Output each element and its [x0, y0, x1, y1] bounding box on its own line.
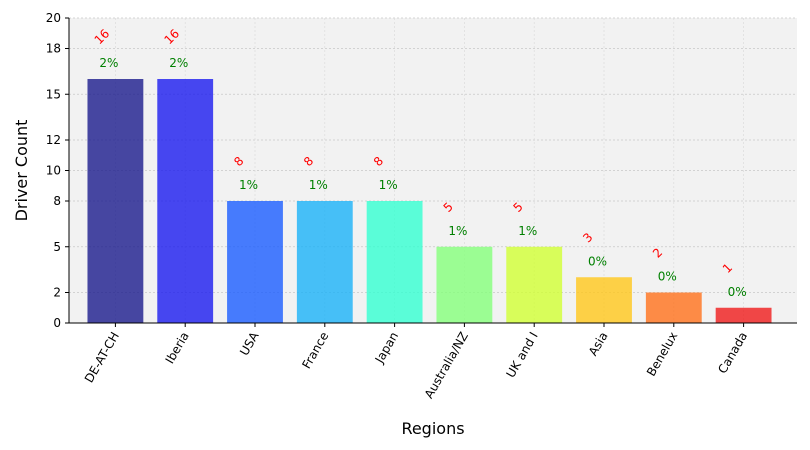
- y-tick-label: 20: [46, 11, 61, 25]
- bar-canada: [715, 307, 772, 323]
- percent-label: 0%: [658, 270, 677, 284]
- x-tick-label: Australia/NZ: [422, 330, 471, 401]
- x-tick-label: Asia: [586, 330, 611, 359]
- x-tick-label: Iberia: [163, 330, 192, 367]
- x-tick-label: Canada: [715, 330, 750, 377]
- bar-asia: [576, 277, 632, 323]
- bar-de-at-ch: [87, 79, 144, 323]
- y-tick-label: 8: [53, 194, 61, 208]
- x-tick-label: UK and I: [503, 330, 540, 381]
- bar-benelux: [645, 292, 702, 323]
- y-tick-label: 12: [46, 133, 61, 147]
- bar-france: [296, 201, 353, 323]
- x-tick-label: France: [299, 330, 331, 372]
- y-tick-label: 18: [46, 42, 61, 56]
- percent-label: 1%: [448, 224, 467, 238]
- bar-uk-and-i: [506, 246, 563, 323]
- bar-japan: [366, 201, 423, 323]
- x-tick-label: Benelux: [644, 330, 680, 379]
- percent-label: 1%: [239, 178, 258, 192]
- y-axis-title: Driver Count: [12, 120, 31, 222]
- x-tick-label: DE-AT-CH: [82, 330, 122, 386]
- x-axis-title: Regions: [401, 419, 464, 438]
- percent-label: 1%: [379, 178, 398, 192]
- x-tick-label: USA: [237, 329, 262, 358]
- y-tick-label: 10: [46, 164, 61, 178]
- bars: [87, 79, 772, 323]
- x-tick-label: Japan: [372, 330, 401, 367]
- y-tick-label: 15: [46, 87, 61, 101]
- percent-label: 1%: [309, 178, 328, 192]
- y-tick-label: 5: [53, 240, 61, 254]
- percent-label: 0%: [588, 254, 607, 268]
- y-tick-label: 2: [53, 286, 61, 300]
- percent-label: 2%: [99, 56, 118, 70]
- bar-iberia: [157, 79, 214, 323]
- percent-label: 2%: [169, 56, 188, 70]
- y-tick-label: 0: [53, 316, 61, 330]
- bar-usa: [227, 201, 283, 323]
- percent-label: 1%: [518, 224, 537, 238]
- percent-label: 0%: [728, 285, 747, 299]
- bar-australia-nz: [436, 246, 493, 323]
